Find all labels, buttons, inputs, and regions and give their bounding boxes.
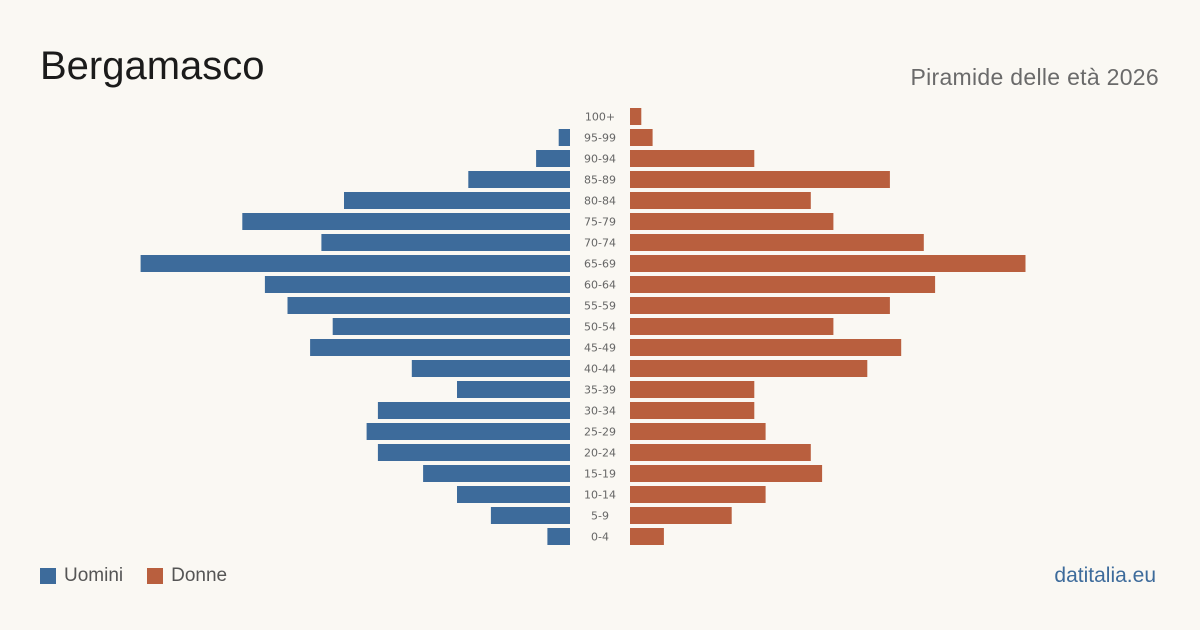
- bar-men-50-54: [332, 318, 570, 335]
- age-label-50-54: 50-54: [584, 321, 616, 334]
- bar-women-100+: [630, 108, 642, 125]
- bar-men-65-69: [140, 255, 570, 272]
- bar-men-55-59: [287, 297, 570, 314]
- bar-women-55-59: [630, 297, 890, 314]
- bar-men-10-14: [457, 486, 570, 503]
- bar-men-70-74: [321, 234, 570, 251]
- legend-item-men: Uomini: [40, 565, 123, 587]
- source-link[interactable]: datitalia.eu: [1054, 564, 1156, 587]
- bar-women-65-69: [630, 255, 1026, 272]
- age-label-0-4: 0-4: [591, 531, 609, 544]
- bar-men-35-39: [457, 381, 570, 398]
- bar-women-30-34: [630, 402, 755, 419]
- age-label-100+: 100+: [585, 111, 615, 124]
- bar-men-40-44: [411, 360, 570, 377]
- bar-women-10-14: [630, 486, 766, 503]
- bar-men-25-29: [366, 423, 570, 440]
- age-label-40-44: 40-44: [584, 363, 616, 376]
- bar-women-90-94: [630, 150, 755, 167]
- bar-men-85-89: [468, 171, 570, 188]
- bar-men-95-99: [558, 129, 570, 146]
- bar-men-60-64: [264, 276, 570, 293]
- bar-men-0-4: [547, 528, 570, 545]
- age-label-15-19: 15-19: [584, 468, 616, 481]
- bar-men-5-9: [490, 507, 570, 524]
- age-label-55-59: 55-59: [584, 300, 616, 313]
- bar-men-45-49: [310, 339, 570, 356]
- bar-women-35-39: [630, 381, 755, 398]
- legend-item-women: Donne: [147, 565, 227, 587]
- age-label-5-9: 5-9: [591, 510, 609, 523]
- bar-men-90-94: [536, 150, 570, 167]
- bar-men-30-34: [377, 402, 570, 419]
- age-label-95-99: 95-99: [584, 132, 616, 145]
- bar-men-20-24: [377, 444, 570, 461]
- bar-women-85-89: [630, 171, 890, 188]
- bar-men-80-84: [344, 192, 570, 209]
- bar-women-40-44: [630, 360, 868, 377]
- legend-label-women: Donne: [171, 565, 228, 586]
- bar-women-45-49: [630, 339, 902, 356]
- bar-women-50-54: [630, 318, 834, 335]
- age-label-60-64: 60-64: [584, 279, 616, 292]
- bar-women-60-64: [630, 276, 936, 293]
- age-label-20-24: 20-24: [584, 447, 616, 460]
- legend-label-men: Uomini: [64, 565, 124, 586]
- bar-women-15-19: [630, 465, 823, 482]
- bar-women-80-84: [630, 192, 811, 209]
- bar-women-95-99: [630, 129, 653, 146]
- legend-swatch-women: [147, 568, 164, 584]
- age-label-10-14: 10-14: [584, 489, 616, 502]
- chart-subtitle: Piramide delle età 2026: [910, 64, 1159, 90]
- chart-legend: Uomini Donne: [40, 565, 251, 587]
- bar-women-70-74: [630, 234, 924, 251]
- age-label-90-94: 90-94: [584, 153, 616, 166]
- age-label-35-39: 35-39: [584, 384, 616, 397]
- age-label-75-79: 75-79: [584, 216, 616, 229]
- age-label-85-89: 85-89: [584, 174, 616, 187]
- age-label-30-34: 30-34: [584, 405, 616, 418]
- chart-title: Bergamasco: [40, 44, 265, 88]
- bar-women-0-4: [630, 528, 664, 545]
- bar-women-20-24: [630, 444, 811, 461]
- bar-men-75-79: [242, 213, 571, 230]
- age-label-45-49: 45-49: [584, 342, 616, 355]
- age-label-80-84: 80-84: [584, 195, 616, 208]
- age-label-70-74: 70-74: [584, 237, 616, 250]
- bar-women-5-9: [630, 507, 732, 524]
- bar-women-25-29: [630, 423, 766, 440]
- legend-swatch-men: [40, 568, 56, 584]
- bar-men-15-19: [423, 465, 570, 482]
- bar-women-75-79: [630, 213, 834, 230]
- age-label-65-69: 65-69: [584, 258, 616, 271]
- age-label-25-29: 25-29: [584, 426, 616, 439]
